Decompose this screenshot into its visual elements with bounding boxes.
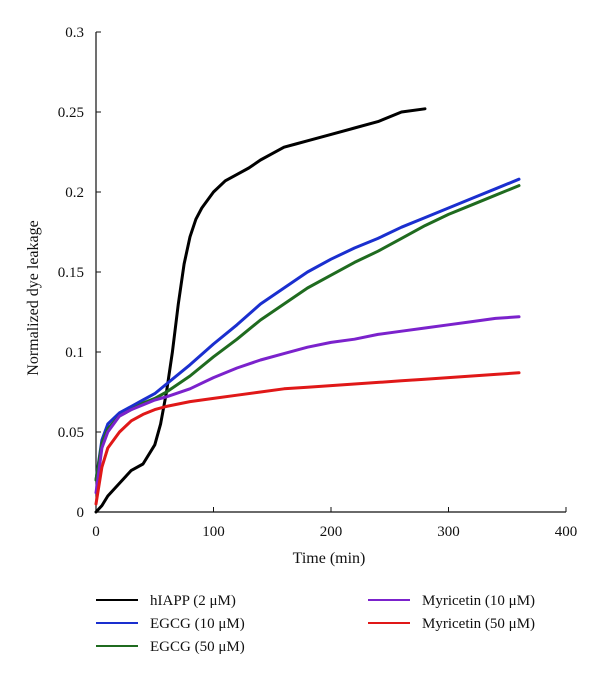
series-line-1 bbox=[94, 177, 521, 482]
series-line-3 bbox=[94, 315, 521, 495]
y-axis-title: Normalized dye leakage bbox=[25, 220, 42, 375]
series-line-2 bbox=[94, 184, 521, 482]
x-tick-label: 300 bbox=[437, 524, 460, 540]
legend-label-2: EGCG (50 μM) bbox=[150, 639, 245, 655]
y-tick-label: 0.2 bbox=[65, 185, 84, 201]
series-line-4 bbox=[94, 371, 521, 506]
legend-label-4: Myricetin (50 μM) bbox=[422, 616, 535, 632]
axes: 0 0.05 0.1 0.15 0.2 0.25 0.3 0 100 200 300 400 bbox=[58, 25, 578, 540]
y-tick-label: 0.25 bbox=[58, 105, 84, 121]
series-line-0 bbox=[94, 107, 427, 514]
y-tick-label: 0.1 bbox=[65, 345, 84, 361]
y-tick-label: 0.3 bbox=[65, 25, 84, 41]
x-tick-label: 0 bbox=[92, 524, 100, 540]
legend: hIAPP (2 μM) EGCG (10 μM) EGCG (50 μM) Myri… bbox=[96, 593, 535, 655]
y-tick-label: 0.15 bbox=[58, 265, 84, 281]
y-tick-label: 0 bbox=[77, 505, 85, 521]
x-tick-label: 400 bbox=[555, 524, 578, 540]
legend-label-0: hIAPP (2 μM) bbox=[150, 593, 236, 609]
legend-label-1: EGCG (10 μM) bbox=[150, 616, 245, 632]
x-tick-label: 100 bbox=[202, 524, 225, 540]
x-tick-label: 200 bbox=[320, 524, 343, 540]
series-group bbox=[94, 107, 521, 514]
legend-label-3: Myricetin (10 μM) bbox=[422, 593, 535, 609]
x-axis-title: Time (min) bbox=[293, 550, 366, 567]
y-tick-label: 0.05 bbox=[58, 425, 84, 441]
